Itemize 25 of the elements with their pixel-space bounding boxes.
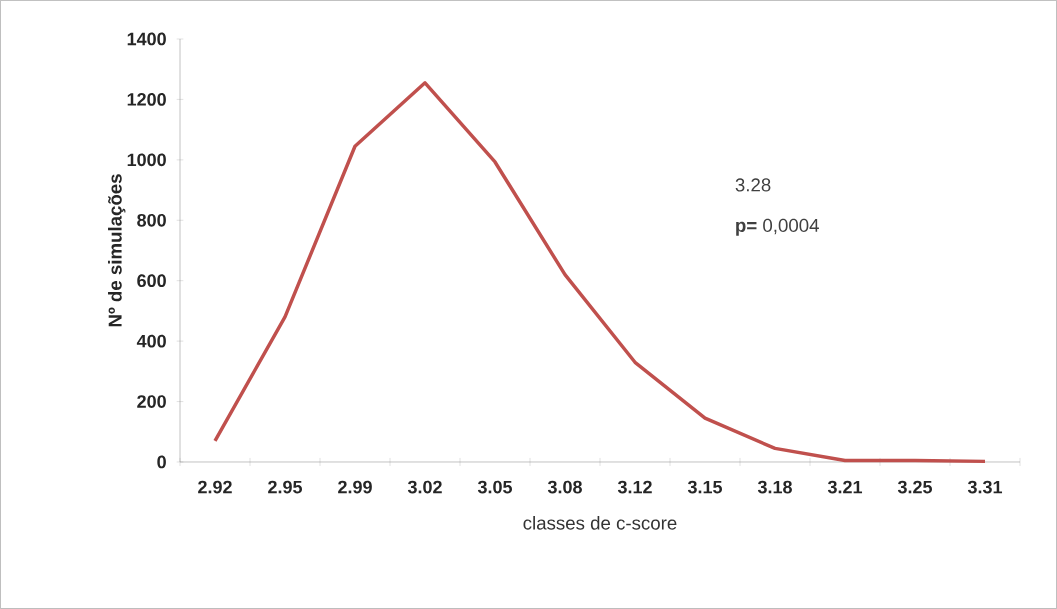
x-tick-label: 3.25 <box>897 480 933 494</box>
x-tick-label: 3.12 <box>617 480 652 494</box>
x-tick-label: 3.08 <box>547 480 582 494</box>
x-tick-label: 3.02 <box>407 480 442 494</box>
y-tick-label: 800 <box>137 213 166 227</box>
x-tick-label: 3.05 <box>477 480 513 494</box>
annotation: p= 0,0004 <box>736 218 819 236</box>
y-tick-label: 1200 <box>127 93 166 106</box>
y-tick-label: 600 <box>137 274 166 288</box>
x-tick-label: 3.18 <box>757 480 792 494</box>
line-series <box>213 81 987 464</box>
x-tick-label: 3.15 <box>687 480 723 494</box>
x-tick-label: 3.21 <box>827 480 863 494</box>
y-axis-title: Nº de simulações <box>108 174 126 327</box>
y-tick-label: 400 <box>136 334 166 348</box>
y-tick-label: 1400 <box>127 32 166 46</box>
annotation: 3.28 <box>735 178 771 192</box>
y-tick-label: 0 <box>157 455 166 469</box>
x-tick-label: 2.95 <box>268 480 303 494</box>
y-tick-label: 1000 <box>127 153 166 167</box>
x-tick-label: 3.31 <box>967 480 1003 494</box>
x-tick-label: 2.99 <box>338 480 372 494</box>
x-axis-title: classes de c-score <box>523 515 677 530</box>
x-tick-label: 2.92 <box>198 480 232 494</box>
y-tick-label: 200 <box>137 395 166 408</box>
